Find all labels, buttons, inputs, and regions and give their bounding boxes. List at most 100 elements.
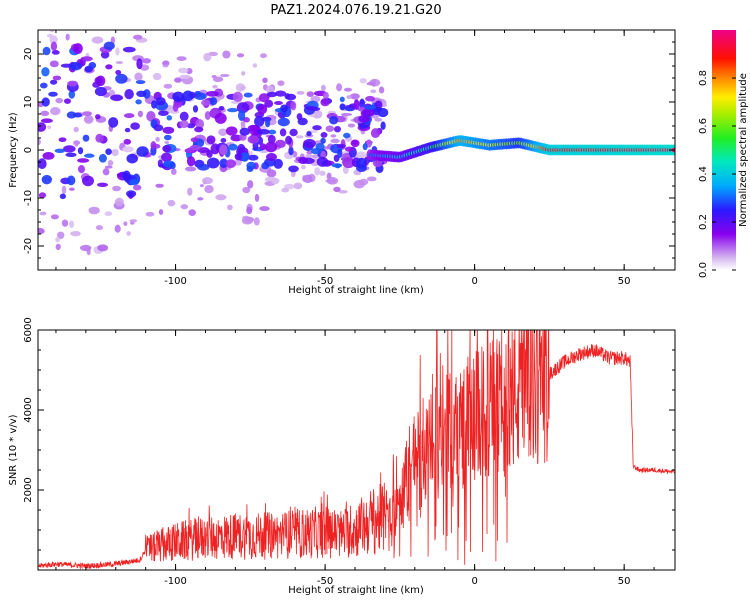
heatmap-cell: [97, 244, 109, 252]
spectrogram-x-tick-label: -100: [164, 276, 187, 287]
heatmap-cell: [324, 146, 330, 150]
heatmap-cell: [129, 178, 139, 186]
heatmap-cell: [50, 41, 58, 52]
heatmap-cell: [355, 157, 368, 169]
heatmap-cell: [206, 90, 219, 97]
snr-series-line: [38, 330, 675, 570]
snr-x-tick-label: 50: [618, 576, 631, 587]
spectrogram-y-label: Frequency (Hz): [8, 112, 19, 188]
heatmap-cell: [162, 64, 169, 68]
heatmap-cell: [347, 123, 356, 128]
heatmap-cell: [374, 117, 383, 122]
heatmap-cell: [50, 106, 61, 116]
heatmap-cell: [378, 86, 385, 94]
heatmap-cell: [285, 135, 292, 145]
heatmap-cell: [349, 93, 360, 100]
heatmap-cell: [124, 127, 131, 133]
heatmap-cell: [316, 156, 329, 167]
heatmap-cell: [65, 33, 70, 41]
heatmap-cell: [330, 134, 337, 138]
heatmap-cell: [60, 63, 73, 68]
heatmap-cell: [55, 97, 63, 104]
heatmap-cell: [104, 211, 113, 217]
heatmap-cell: [190, 137, 199, 143]
heatmap-cell: [239, 86, 246, 90]
heatmap-cell: [114, 224, 121, 233]
heatmap-cell: [277, 117, 290, 127]
heatmap-cell: [262, 77, 268, 84]
heatmap-cell: [126, 153, 138, 164]
heatmap-cell: [95, 133, 104, 143]
heatmap-cell: [365, 95, 376, 102]
snr-axes: -100 -50 0 50 2000 4000 6000: [23, 317, 675, 587]
heatmap-cell: [197, 163, 210, 171]
heatmap-marks: [38, 15, 675, 256]
heatmap-cell: [55, 243, 61, 251]
heatmap-cell: [91, 36, 104, 44]
heatmap-cell: [227, 204, 233, 211]
heatmap-cell: [155, 97, 166, 106]
heatmap-cell: [381, 103, 387, 108]
heatmap-cell: [303, 138, 316, 149]
heatmap-cell: [122, 146, 134, 153]
heatmap-cell: [204, 185, 214, 194]
heatmap-cell: [172, 91, 185, 102]
heatmap-cell: [242, 186, 251, 194]
heatmap-cell: [94, 76, 103, 85]
spectrogram-y-tick-label: 10: [23, 96, 34, 109]
heatmap-cell: [108, 117, 119, 128]
heatmap-cell: [49, 60, 59, 68]
heatmap-cell: [162, 126, 175, 134]
heatmap-cell: [96, 182, 109, 187]
heatmap-cell: [69, 62, 82, 71]
colorbar-ticks: 0.0 0.2 0.4 0.6 0.8: [698, 70, 736, 278]
heatmap-cell: [115, 73, 128, 84]
heatmap-cell: [174, 77, 182, 83]
heatmap-cell: [48, 15, 58, 19]
heatmap-cell: [59, 193, 67, 200]
heatmap-cell: [40, 118, 53, 123]
heatmap-cell: [38, 21, 47, 29]
heatmap-cell: [55, 236, 61, 243]
heatmap-cell: [215, 194, 227, 201]
heatmap-cell: [320, 98, 330, 107]
spectrogram-x-tick-label: -50: [317, 276, 333, 287]
heatmap-cell: [222, 50, 231, 59]
heatmap-cell: [264, 119, 271, 128]
heatmap-cell: [66, 175, 76, 186]
heatmap-cell: [135, 80, 146, 85]
heatmap-cell: [247, 154, 259, 161]
heatmap-cell: [38, 122, 47, 132]
heatmap-cell: [103, 41, 115, 51]
heatmap-cell: [290, 101, 297, 111]
heatmap-cell: [340, 112, 353, 117]
heatmap-cell: [336, 83, 343, 92]
heatmap-cell: [346, 95, 352, 100]
colorbar-gradient: [712, 30, 736, 270]
heatmap-cell: [322, 91, 329, 100]
heatmap-cell: [325, 125, 335, 132]
spectrogram-y-tick-label: 20: [23, 48, 34, 61]
heatmap-cell: [42, 46, 51, 56]
heatmap-cell: [241, 216, 254, 225]
heatmap-cell: [359, 78, 367, 84]
heatmap-cell: [162, 145, 172, 153]
spectrogram-x-tick-label: 0: [471, 276, 477, 287]
heatmap-cell: [164, 140, 170, 145]
heatmap-cell: [38, 227, 45, 235]
heatmap-cell: [334, 163, 341, 169]
chart-title: PAZ1.2024.076.19.21.G20: [270, 3, 441, 18]
heatmap-cell: [270, 177, 280, 185]
heatmap-cell: [62, 145, 76, 153]
heatmap-cell: [58, 137, 67, 143]
heatmap-cell: [180, 204, 189, 210]
heatmap-cell: [79, 244, 92, 252]
heatmap-cell: [82, 175, 94, 187]
heatmap-cell: [94, 86, 107, 97]
heatmap-cell: [126, 190, 137, 198]
heatmap-cell: [274, 90, 287, 97]
heatmap-cell: [219, 158, 228, 169]
heatmap-cell: [260, 53, 267, 59]
spectrogram-y-tick-label: 0: [23, 147, 34, 153]
